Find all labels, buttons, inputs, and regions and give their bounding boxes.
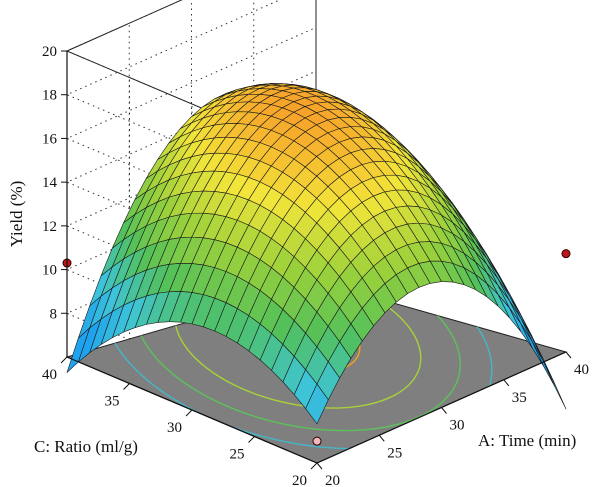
- contour-line: [103, 283, 493, 450]
- y-tick: [248, 436, 255, 443]
- x-tick: [316, 462, 323, 470]
- y-tick: [123, 383, 130, 390]
- x-tick-label: 35: [512, 390, 527, 406]
- z-tick-label: 8: [50, 306, 58, 322]
- x-tick: [503, 379, 510, 387]
- design-point-marker: [561, 249, 571, 259]
- y-tick-label: 40: [42, 367, 57, 383]
- design-point-marker: [312, 436, 322, 446]
- y-tick-label: 25: [230, 447, 245, 463]
- y-tick-label: 30: [167, 420, 182, 436]
- z-tick-label: 14: [42, 175, 58, 191]
- x-tick: [565, 351, 572, 359]
- contour-line: [134, 283, 461, 432]
- x-tick-label: 30: [450, 418, 465, 434]
- x-tick-label: 20: [325, 473, 340, 487]
- x-tick: [441, 407, 447, 414]
- axes: 20 25 30 35 40 20 25 30 35 40 8 10 12 14 16 18 20: [42, 44, 589, 487]
- surface-patch: [305, 383, 329, 425]
- contour-line: [174, 283, 422, 409]
- x-axis-title: A: Time (min): [478, 431, 576, 450]
- y-tick-label: 35: [105, 394, 120, 410]
- z-tick-label: 20: [42, 44, 57, 60]
- y-tick: [60, 356, 68, 364]
- x-tick-label: 25: [387, 445, 402, 461]
- x-tick-label: 40: [574, 362, 589, 378]
- y-tick: [185, 409, 193, 417]
- response-surface: [66, 83, 567, 425]
- z-tick-label: 12: [42, 219, 57, 235]
- y-axis-title: C: Ratio (ml/g): [34, 437, 138, 456]
- z-tick-label: 18: [42, 88, 57, 104]
- z-tick-label: 16: [42, 131, 58, 147]
- y-tick-label: 20: [292, 473, 307, 487]
- z-axis-title: Yield (%): [7, 181, 26, 248]
- z-tick-label: 10: [42, 263, 57, 279]
- y-tick: [310, 462, 318, 470]
- x-tick: [378, 434, 385, 442]
